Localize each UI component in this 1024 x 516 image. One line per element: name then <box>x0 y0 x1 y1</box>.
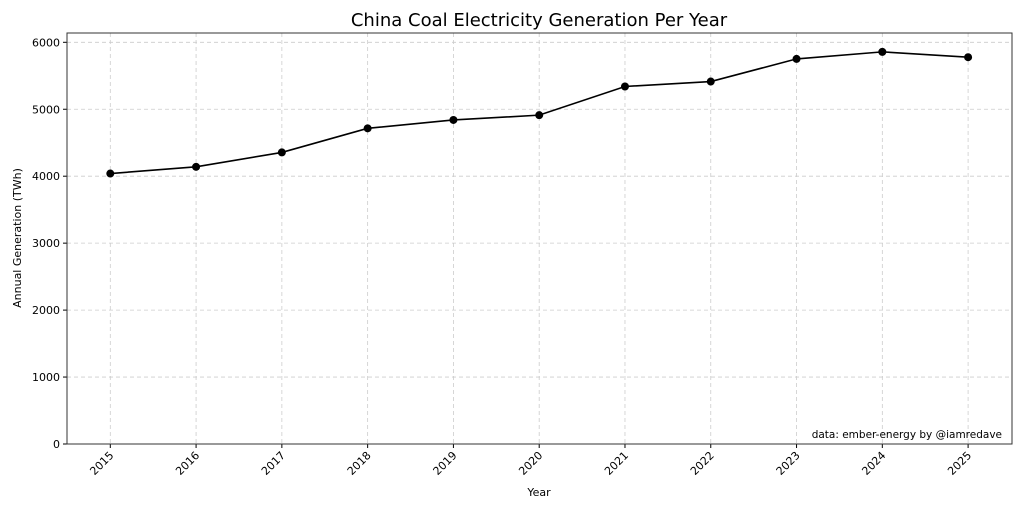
x-tick-label: 2020 <box>516 449 545 478</box>
data-point <box>964 53 973 62</box>
x-axis-label: Year <box>526 486 551 499</box>
x-tick-label: 2015 <box>87 449 116 478</box>
plot-frame <box>66 32 1013 445</box>
y-axis: 0 1000 2000 3000 4000 5000 6000 <box>32 36 67 451</box>
y-tick-label: 2000 <box>32 304 60 317</box>
x-tick-label: 2022 <box>688 449 717 478</box>
y-axis-label: Annual Generation (TWh) <box>11 168 24 308</box>
x-tick-label: 2025 <box>945 449 974 478</box>
x-tick-label: 2023 <box>774 449 803 478</box>
data-point <box>878 47 887 56</box>
source-annotation: data: ember-energy by @iamredave <box>812 429 1002 441</box>
data-point <box>535 111 544 120</box>
y-tick-label: 3000 <box>32 237 60 250</box>
data-point <box>363 124 372 133</box>
x-tick-label: 2024 <box>859 449 888 478</box>
chart-title: China Coal Electricity Generation Per Ye… <box>351 10 728 31</box>
data-point <box>449 115 458 124</box>
y-tick-label: 1000 <box>32 371 60 384</box>
y-tick-label: 6000 <box>32 36 60 49</box>
data-point <box>277 148 286 157</box>
x-tick-label: 2017 <box>259 449 288 478</box>
grid <box>67 33 1012 445</box>
x-axis: 2015 2016 2017 2018 2019 2020 2021 2022 2023 2024… <box>87 444 974 478</box>
series <box>106 47 973 178</box>
data-point <box>792 54 801 63</box>
y-tick-label: 4000 <box>32 170 60 183</box>
data-point <box>106 169 115 178</box>
x-tick-label: 2016 <box>173 449 202 478</box>
data-point <box>192 162 201 171</box>
data-point <box>620 82 629 91</box>
x-tick-label: 2021 <box>602 449 631 478</box>
data-point <box>706 77 715 86</box>
y-tick-label: 0 <box>53 438 60 451</box>
x-tick-label: 2018 <box>345 449 374 478</box>
x-tick-label: 2019 <box>431 449 460 478</box>
y-tick-label: 5000 <box>32 103 60 116</box>
